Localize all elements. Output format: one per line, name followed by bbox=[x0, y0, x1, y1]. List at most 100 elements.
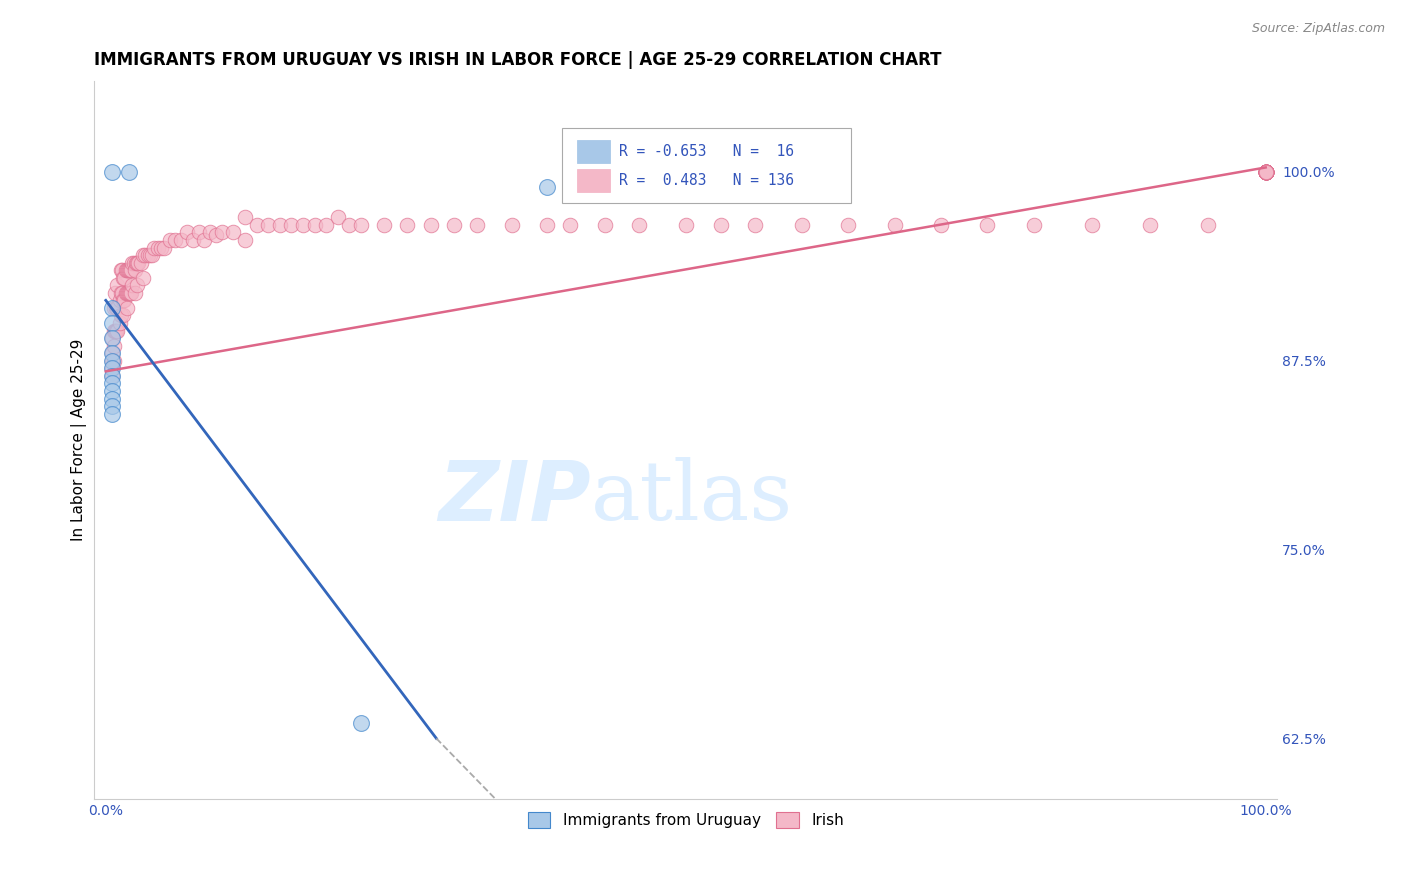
Point bbox=[170, 233, 193, 247]
Point bbox=[118, 165, 141, 179]
Point bbox=[176, 226, 198, 240]
Point bbox=[790, 218, 813, 232]
Point bbox=[100, 346, 122, 360]
Point bbox=[233, 211, 256, 225]
Point bbox=[883, 218, 905, 232]
Point bbox=[337, 218, 360, 232]
Point bbox=[120, 263, 142, 277]
Point bbox=[1254, 165, 1277, 179]
Point bbox=[976, 218, 998, 232]
Point bbox=[100, 392, 122, 406]
Point bbox=[1254, 165, 1277, 179]
Point bbox=[1254, 165, 1277, 179]
Text: Source: ZipAtlas.com: Source: ZipAtlas.com bbox=[1251, 22, 1385, 36]
Point bbox=[111, 285, 134, 300]
Point bbox=[132, 270, 155, 285]
Point bbox=[1254, 165, 1277, 179]
Point bbox=[112, 309, 135, 323]
Point bbox=[1254, 165, 1277, 179]
Legend: Immigrants from Uruguay, Irish: Immigrants from Uruguay, Irish bbox=[522, 806, 851, 834]
Point bbox=[245, 218, 267, 232]
Point bbox=[129, 255, 152, 269]
Point bbox=[280, 218, 302, 232]
Text: atlas: atlas bbox=[591, 458, 793, 538]
Point bbox=[165, 233, 187, 247]
Point bbox=[837, 218, 859, 232]
Point bbox=[373, 218, 395, 232]
Point bbox=[100, 399, 122, 413]
Point bbox=[146, 240, 169, 254]
Point bbox=[233, 233, 256, 247]
Point bbox=[104, 324, 127, 338]
Point bbox=[675, 218, 697, 232]
Point bbox=[443, 218, 465, 232]
Point bbox=[105, 324, 128, 338]
Point bbox=[100, 353, 122, 368]
Point bbox=[193, 233, 215, 247]
Text: ZIP: ZIP bbox=[439, 457, 591, 538]
Point bbox=[1254, 165, 1277, 179]
Point bbox=[1254, 165, 1277, 179]
Point bbox=[1254, 165, 1277, 179]
Point bbox=[501, 218, 523, 232]
Point bbox=[115, 285, 138, 300]
Text: IMMIGRANTS FROM URUGUAY VS IRISH IN LABOR FORCE | AGE 25-29 CORRELATION CHART: IMMIGRANTS FROM URUGUAY VS IRISH IN LABO… bbox=[94, 51, 942, 69]
Point bbox=[709, 218, 731, 232]
Point bbox=[558, 218, 581, 232]
Point bbox=[125, 255, 148, 269]
Point bbox=[114, 285, 136, 300]
Point bbox=[120, 285, 142, 300]
Point bbox=[100, 368, 122, 383]
Point bbox=[108, 293, 131, 308]
Point bbox=[124, 263, 146, 277]
Point bbox=[112, 293, 135, 308]
Point bbox=[929, 218, 952, 232]
Point bbox=[744, 218, 766, 232]
Point bbox=[1254, 165, 1277, 179]
Point bbox=[100, 368, 122, 383]
Point bbox=[1254, 165, 1277, 179]
Point bbox=[132, 248, 155, 262]
Point bbox=[100, 346, 122, 360]
Point bbox=[114, 263, 136, 277]
Point bbox=[211, 226, 233, 240]
Point bbox=[1254, 165, 1277, 179]
Bar bbox=[576, 140, 610, 163]
Point bbox=[465, 218, 488, 232]
Point bbox=[139, 248, 162, 262]
Point bbox=[198, 226, 221, 240]
Point bbox=[350, 218, 373, 232]
Point bbox=[326, 211, 349, 225]
Point bbox=[315, 218, 337, 232]
Point bbox=[1139, 218, 1161, 232]
Point bbox=[112, 270, 135, 285]
Point bbox=[628, 218, 651, 232]
Bar bbox=[576, 169, 610, 192]
Point bbox=[100, 407, 122, 421]
Point bbox=[110, 263, 132, 277]
Point bbox=[100, 316, 122, 330]
Text: R =  0.483   N = 136: R = 0.483 N = 136 bbox=[620, 173, 794, 188]
FancyBboxPatch shape bbox=[561, 128, 852, 203]
Point bbox=[143, 240, 166, 254]
Point bbox=[1254, 165, 1277, 179]
Point bbox=[1254, 165, 1277, 179]
Point bbox=[120, 263, 142, 277]
Point bbox=[122, 255, 145, 269]
Point bbox=[112, 270, 135, 285]
Point bbox=[100, 301, 122, 315]
Point bbox=[1254, 165, 1277, 179]
Point bbox=[121, 278, 143, 293]
Point bbox=[121, 255, 143, 269]
Point bbox=[1080, 218, 1102, 232]
Point bbox=[1254, 165, 1277, 179]
Point bbox=[118, 285, 141, 300]
Point bbox=[1254, 165, 1277, 179]
Point bbox=[1254, 165, 1277, 179]
Point bbox=[118, 263, 141, 277]
Point bbox=[104, 285, 127, 300]
Point bbox=[127, 255, 149, 269]
Point bbox=[100, 376, 122, 391]
Point bbox=[1254, 165, 1277, 179]
Point bbox=[1254, 165, 1277, 179]
